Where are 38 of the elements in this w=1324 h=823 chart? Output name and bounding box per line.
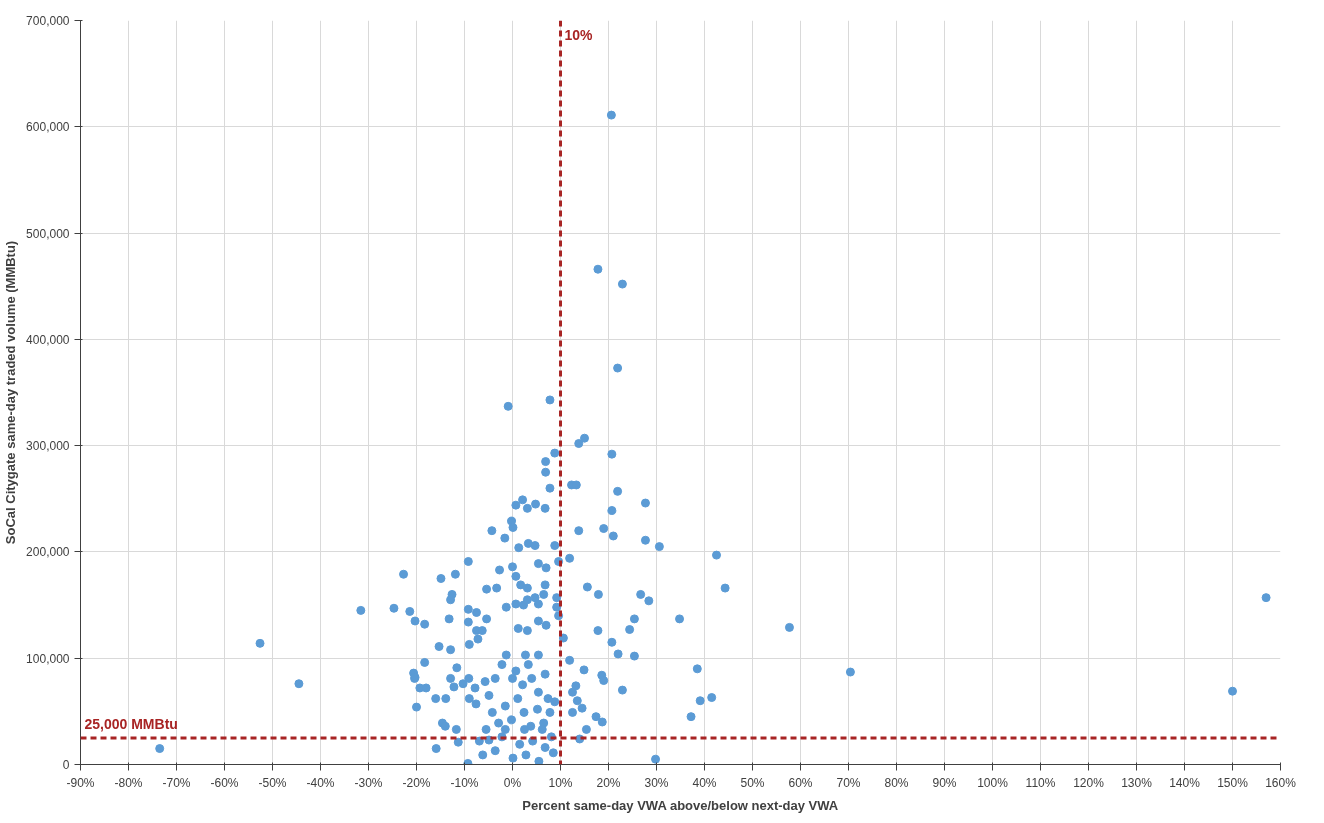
ref-line-label: 25,000 MMBtu	[84, 715, 178, 732]
x-tick-label: -30%	[354, 775, 383, 790]
x-tick-label: 0%	[503, 775, 522, 790]
ref-line-label: 10%	[564, 26, 594, 43]
y-tick-label: 200,000	[26, 545, 70, 560]
x-tick-label: 140%	[1169, 775, 1201, 790]
x-tick-label: -60%	[210, 775, 239, 790]
x-tick-label: 110%	[1025, 775, 1056, 790]
x-tick-label: -50%	[258, 775, 287, 790]
y-tick-label: 500,000	[26, 226, 70, 241]
x-tick-label: -20%	[402, 775, 431, 790]
x-tick-label: 40%	[692, 775, 717, 790]
y-axis-title: SoCal Citygate same-day traded volume (MMBtu)	[3, 240, 19, 545]
x-tick-label: 60%	[788, 775, 813, 790]
y-tick-label: 600,000	[26, 120, 70, 135]
x-tick-label: 100%	[977, 775, 1009, 790]
x-tick-label: -10%	[450, 775, 479, 790]
y-tick-label: 400,000	[26, 332, 70, 347]
x-tick-label: 120%	[1073, 775, 1105, 790]
x-tick-label: 10%	[548, 775, 573, 790]
y-tick-label: 100,000	[26, 651, 70, 666]
x-tick-label: -90%	[66, 775, 95, 790]
y-tick-label: 700,000	[26, 14, 70, 28]
x-tick-label: 90%	[932, 775, 957, 790]
x-tick-label: 70%	[836, 775, 861, 790]
x-tick-label: 150%	[1217, 775, 1249, 790]
y-tick-label: 300,000	[26, 439, 70, 454]
y-tick-label: 0	[62, 758, 70, 772]
x-tick-label: -80%	[114, 775, 143, 790]
x-tick-label: -70%	[162, 775, 191, 790]
x-axis-title: Percent same-day VWA above/below next-day VWA	[522, 797, 839, 813]
x-tick-label: 50%	[740, 775, 765, 790]
x-tick-label: 30%	[644, 775, 669, 790]
x-tick-label: -40%	[306, 775, 335, 790]
x-tick-label: 130%	[1121, 775, 1153, 790]
x-tick-label: 80%	[884, 775, 909, 790]
x-tick-label: 20%	[596, 775, 621, 790]
x-tick-label: 160%	[1265, 775, 1297, 790]
